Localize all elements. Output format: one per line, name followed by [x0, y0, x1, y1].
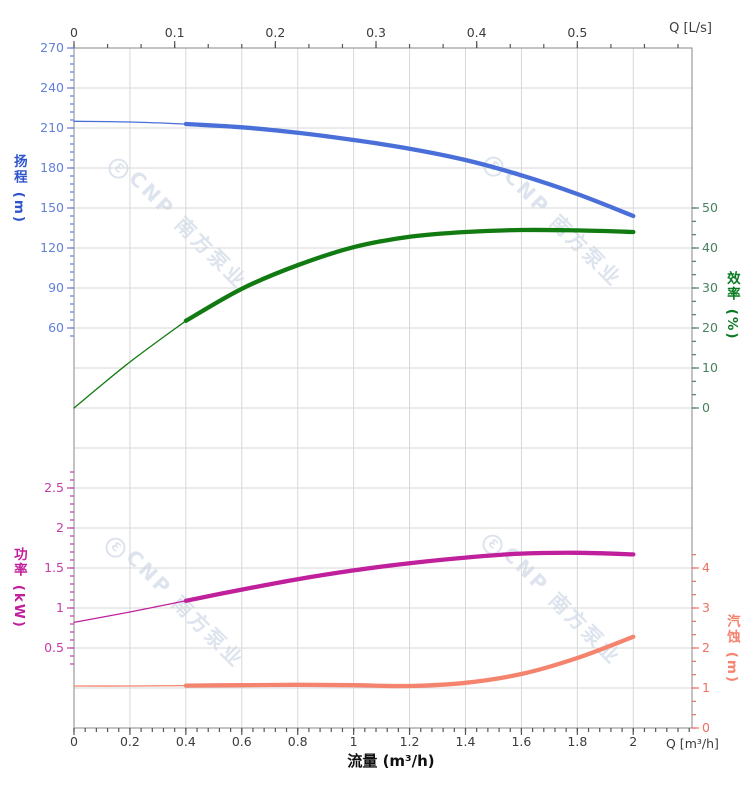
- power-axis: 2.5 2 1.5 1 0.5: [44, 471, 74, 665]
- power-curve-thin: [73, 600, 187, 624]
- power-tick-label: 1: [56, 600, 64, 615]
- power-tick-label: 1.5: [44, 560, 64, 575]
- efficiency-tick-label: 0: [702, 400, 710, 415]
- npsh-curve-thick: [183, 634, 636, 689]
- bottom-axis-unit: Q [m³/h]: [666, 736, 719, 751]
- top-axis-unit: Q [L/s]: [669, 21, 712, 36]
- efficiency-curve-thick: [183, 227, 636, 323]
- flow_top-tick-label: 0.4: [467, 25, 487, 40]
- power-tick-label: 2: [56, 520, 64, 535]
- efficiency-axis: 50 40 30 20 10 0: [692, 200, 718, 415]
- head-tick-label: 120: [40, 240, 64, 255]
- head-tick-label: 90: [48, 280, 64, 295]
- power-axis-title: 功率 (kW): [10, 547, 27, 629]
- efficiency-tick-label: 30: [702, 280, 718, 295]
- flow_bottom-tick-label: 0.2: [120, 734, 140, 749]
- power-curve: [73, 550, 636, 624]
- head-tick-label: 240: [40, 80, 64, 95]
- head-axis-title: 扬程 (m): [10, 154, 27, 225]
- npsh-tick-label: 1: [702, 680, 710, 695]
- npsh-tick-label: 3: [702, 600, 710, 615]
- head-tick-label: 180: [40, 160, 64, 175]
- flow_bottom-tick-label: 1.4: [456, 734, 476, 749]
- efficiency-axis-title: 效率 (%): [723, 271, 740, 341]
- npsh-tick-label: 0: [702, 720, 710, 735]
- flow_bottom-tick-label: 0.6: [232, 734, 252, 749]
- flow-axis-label: 流量 (m³/h): [347, 752, 435, 770]
- flow_bottom-tick-label: 1.6: [511, 734, 531, 749]
- npsh-tick-label: 2: [702, 640, 710, 655]
- plot-border: [73, 47, 693, 729]
- head-tick-label: 60: [48, 320, 64, 335]
- flow_top-tick-label: 0.5: [567, 25, 587, 40]
- efficiency-tick-label: 50: [702, 200, 718, 215]
- flow_bottom-tick-label: 0: [70, 734, 78, 749]
- flow_top-tick-label: 0.1: [165, 25, 185, 40]
- flow_top-tick-label: 0.3: [366, 25, 386, 40]
- npsh-axis-title: 汽蚀 (m): [723, 614, 740, 685]
- npsh-curve: [73, 634, 636, 689]
- efficiency-tick-label: 10: [702, 360, 718, 375]
- flow_bottom-tick-label: 0.8: [288, 734, 308, 749]
- head-tick-label: 150: [40, 200, 64, 215]
- head-axis: 270 240 210 180 150 120 90 60: [40, 40, 74, 337]
- head-tick-label: 210: [40, 120, 64, 135]
- flow_bottom-axis: 0 0.2 0.4 0.6 0.8 1 1.2 1.4 1.6 1.8 2: [70, 728, 690, 749]
- efficiency-tick-label: 20: [702, 320, 718, 335]
- flow_bottom-tick-label: 1: [350, 734, 358, 749]
- efficiency-tick-label: 40: [702, 240, 718, 255]
- head-curve-thin: [73, 120, 187, 125]
- flow_bottom-tick-label: 0.4: [176, 734, 196, 749]
- gridlines: [74, 48, 692, 728]
- flow_bottom-tick-label: 1.2: [400, 734, 420, 749]
- efficiency-curve: [73, 227, 636, 409]
- head-tick-label: 270: [40, 40, 64, 55]
- power-tick-label: 2.5: [44, 480, 64, 495]
- flow_top-tick-label: 0: [70, 25, 78, 40]
- power-tick-label: 0.5: [44, 640, 64, 655]
- flow_top-axis: 0 0.1 0.2 0.3 0.4 0.5: [70, 25, 679, 48]
- power-curve-thick: [183, 550, 636, 603]
- flow_bottom-tick-label: 2: [629, 734, 637, 749]
- head-curve: [73, 120, 636, 219]
- npsh-axis: 4 3 2 1 0: [692, 554, 710, 735]
- npsh-tick-label: 4: [702, 560, 710, 575]
- head-curve-thick: [183, 121, 636, 219]
- flow_bottom-tick-label: 1.8: [567, 734, 587, 749]
- flow_top-tick-label: 0.2: [265, 25, 285, 40]
- efficiency-curve-thin: [73, 320, 187, 409]
